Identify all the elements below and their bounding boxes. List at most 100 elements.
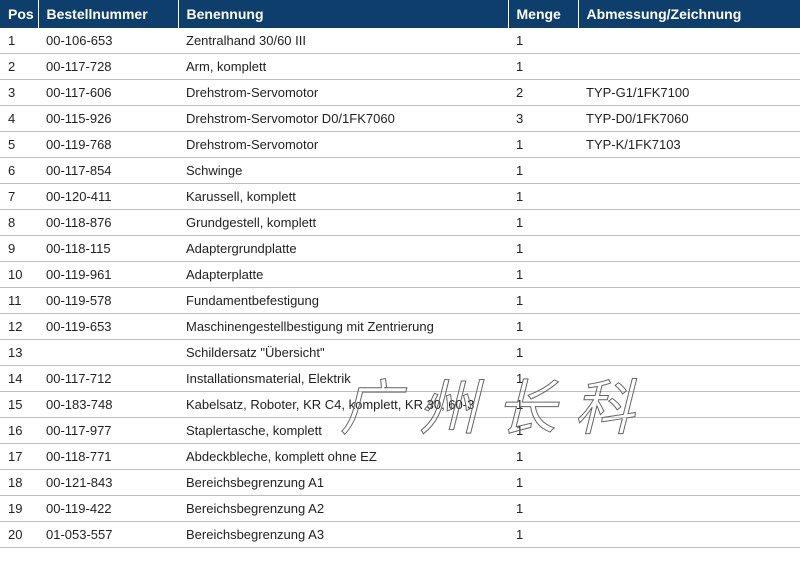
- cell-pos: 2: [0, 54, 38, 80]
- cell-bestellnummer: [38, 340, 178, 366]
- cell-pos: 20: [0, 522, 38, 548]
- table-row: 1700-118-771Abdeckbleche, komplett ohne …: [0, 444, 800, 470]
- cell-bestellnummer: 01-053-557: [38, 522, 178, 548]
- table-row: 200-117-728Arm, komplett1: [0, 54, 800, 80]
- cell-benennung: Abdeckbleche, komplett ohne EZ: [178, 444, 508, 470]
- cell-menge: 1: [508, 210, 578, 236]
- cell-bestellnummer: 00-117-977: [38, 418, 178, 444]
- table-row: 2001-053-557Bereichsbegrenzung A31: [0, 522, 800, 548]
- cell-menge: 3: [508, 106, 578, 132]
- cell-benennung: Arm, komplett: [178, 54, 508, 80]
- cell-abmessung: [578, 314, 800, 340]
- cell-abmessung: TYP-K/1FK7103: [578, 132, 800, 158]
- col-header-abmessung: Abmessung/Zeichnung: [578, 0, 800, 28]
- cell-pos: 1: [0, 28, 38, 54]
- cell-bestellnummer: 00-118-115: [38, 236, 178, 262]
- cell-abmessung: TYP-D0/1FK7060: [578, 106, 800, 132]
- table-row: 1000-119-961Adapterplatte1: [0, 262, 800, 288]
- cell-menge: 2: [508, 80, 578, 106]
- cell-menge: 1: [508, 288, 578, 314]
- table-row: 600-117-854Schwinge1: [0, 158, 800, 184]
- cell-benennung: Bereichsbegrenzung A3: [178, 522, 508, 548]
- cell-benennung: Bereichsbegrenzung A1: [178, 470, 508, 496]
- cell-pos: 7: [0, 184, 38, 210]
- table-row: 900-118-115Adaptergrundplatte1: [0, 236, 800, 262]
- cell-bestellnummer: 00-119-578: [38, 288, 178, 314]
- table-row: 1600-117-977Staplertasche, komplett1: [0, 418, 800, 444]
- cell-bestellnummer: 00-117-728: [38, 54, 178, 80]
- table-row: 300-117-606Drehstrom-Servomotor2TYP-G1/1…: [0, 80, 800, 106]
- table-body: 100-106-653Zentralhand 30/60 III1200-117…: [0, 28, 800, 548]
- cell-menge: 1: [508, 314, 578, 340]
- cell-bestellnummer: 00-183-748: [38, 392, 178, 418]
- col-header-menge: Menge: [508, 0, 578, 28]
- cell-abmessung: [578, 470, 800, 496]
- cell-benennung: Kabelsatz, Roboter, KR C4, komplett, KR …: [178, 392, 508, 418]
- cell-menge: 1: [508, 158, 578, 184]
- cell-benennung: Installationsmaterial, Elektrik: [178, 366, 508, 392]
- cell-bestellnummer: 00-119-422: [38, 496, 178, 522]
- cell-menge: 1: [508, 184, 578, 210]
- table-row: 13Schildersatz "Übersicht"1: [0, 340, 800, 366]
- cell-menge: 1: [508, 236, 578, 262]
- table-row: 100-106-653Zentralhand 30/60 III1: [0, 28, 800, 54]
- cell-bestellnummer: 00-117-854: [38, 158, 178, 184]
- cell-pos: 11: [0, 288, 38, 314]
- cell-bestellnummer: 00-119-653: [38, 314, 178, 340]
- cell-benennung: Maschinengestellbestigung mit Zentrierun…: [178, 314, 508, 340]
- cell-benennung: Drehstrom-Servomotor: [178, 132, 508, 158]
- cell-pos: 17: [0, 444, 38, 470]
- cell-benennung: Bereichsbegrenzung A2: [178, 496, 508, 522]
- cell-menge: 1: [508, 54, 578, 80]
- cell-benennung: Drehstrom-Servomotor: [178, 80, 508, 106]
- cell-abmessung: [578, 392, 800, 418]
- cell-pos: 14: [0, 366, 38, 392]
- cell-benennung: Adaptergrundplatte: [178, 236, 508, 262]
- cell-bestellnummer: 00-119-768: [38, 132, 178, 158]
- cell-benennung: Schildersatz "Übersicht": [178, 340, 508, 366]
- table-row: 1500-183-748Kabelsatz, Roboter, KR C4, k…: [0, 392, 800, 418]
- col-header-pos: Pos: [0, 0, 38, 28]
- cell-pos: 10: [0, 262, 38, 288]
- cell-menge: 1: [508, 340, 578, 366]
- cell-pos: 16: [0, 418, 38, 444]
- cell-pos: 6: [0, 158, 38, 184]
- cell-abmessung: [578, 158, 800, 184]
- cell-menge: 1: [508, 28, 578, 54]
- table-row: 1100-119-578Fundamentbefestigung1: [0, 288, 800, 314]
- cell-pos: 15: [0, 392, 38, 418]
- cell-pos: 5: [0, 132, 38, 158]
- cell-menge: 1: [508, 418, 578, 444]
- cell-menge: 1: [508, 262, 578, 288]
- cell-abmessung: [578, 262, 800, 288]
- cell-benennung: Fundamentbefestigung: [178, 288, 508, 314]
- cell-benennung: Adapterplatte: [178, 262, 508, 288]
- table-row: 400-115-926Drehstrom-Servomotor D0/1FK70…: [0, 106, 800, 132]
- cell-pos: 9: [0, 236, 38, 262]
- cell-bestellnummer: 00-106-653: [38, 28, 178, 54]
- cell-abmessung: [578, 418, 800, 444]
- cell-benennung: Drehstrom-Servomotor D0/1FK7060: [178, 106, 508, 132]
- cell-abmessung: [578, 366, 800, 392]
- cell-bestellnummer: 00-115-926: [38, 106, 178, 132]
- table-row: 700-120-411Karussell, komplett1: [0, 184, 800, 210]
- cell-bestellnummer: 00-117-712: [38, 366, 178, 392]
- cell-menge: 1: [508, 522, 578, 548]
- cell-abmessung: [578, 236, 800, 262]
- cell-abmessung: [578, 28, 800, 54]
- cell-benennung: Staplertasche, komplett: [178, 418, 508, 444]
- table-row: 1800-121-843Bereichsbegrenzung A11: [0, 470, 800, 496]
- cell-menge: 1: [508, 444, 578, 470]
- cell-menge: 1: [508, 470, 578, 496]
- cell-bestellnummer: 00-118-771: [38, 444, 178, 470]
- cell-pos: 18: [0, 470, 38, 496]
- cell-menge: 1: [508, 392, 578, 418]
- cell-bestellnummer: 00-120-411: [38, 184, 178, 210]
- cell-abmessung: [578, 184, 800, 210]
- table-row: 1900-119-422Bereichsbegrenzung A21: [0, 496, 800, 522]
- table-row: 800-118-876Grundgestell, komplett1: [0, 210, 800, 236]
- cell-bestellnummer: 00-119-961: [38, 262, 178, 288]
- cell-abmessung: [578, 522, 800, 548]
- cell-benennung: Karussell, komplett: [178, 184, 508, 210]
- table-header: Pos Bestellnummer Benennung Menge Abmess…: [0, 0, 800, 28]
